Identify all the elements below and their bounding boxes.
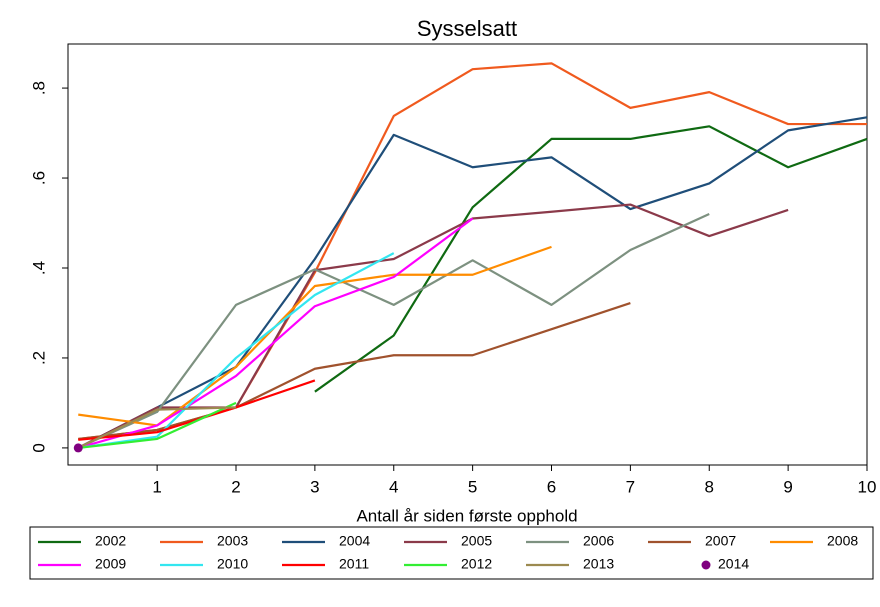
y-tick-label: .2 xyxy=(29,351,48,365)
series-line xyxy=(77,213,710,449)
x-tick-label: 4 xyxy=(389,477,398,496)
legend-frame xyxy=(29,526,874,580)
plot-frame xyxy=(67,43,868,466)
x-tick-label: 1 xyxy=(152,477,161,496)
legend-label: 2009 xyxy=(95,556,126,572)
series-line xyxy=(77,406,237,449)
series-line xyxy=(77,217,474,449)
series-line xyxy=(77,203,789,449)
x-tick-label: 8 xyxy=(705,477,714,496)
legend-swatch xyxy=(701,560,711,570)
x-tick-label: 6 xyxy=(547,477,556,496)
legend-label: 2011 xyxy=(339,556,369,572)
legend-label: 2002 xyxy=(95,533,126,549)
series-line xyxy=(314,125,868,393)
series-line xyxy=(78,62,867,441)
x-tick-label: 5 xyxy=(468,477,477,496)
y-tick-label: .8 xyxy=(29,81,48,95)
y-tick-label: 0 xyxy=(29,443,48,452)
legend-label: 2005 xyxy=(461,533,492,549)
x-tick-label: 10 xyxy=(858,477,877,496)
x-axis-label: Antall år siden første opphold xyxy=(356,506,577,525)
legend-label: 2008 xyxy=(827,533,858,549)
series-line xyxy=(78,252,395,449)
legend-label: 2013 xyxy=(583,556,614,572)
y-tick-label: .4 xyxy=(29,261,48,275)
legend-label: 2012 xyxy=(461,556,492,572)
series-line xyxy=(77,116,868,449)
x-tick-label: 2 xyxy=(231,477,240,496)
y-tick-label: .6 xyxy=(29,171,48,185)
x-tick-label: 3 xyxy=(310,477,319,496)
x-tick-label: 7 xyxy=(626,477,635,496)
legend-label: 2010 xyxy=(217,556,248,572)
x-tick-label: 9 xyxy=(783,477,792,496)
series-line xyxy=(78,302,631,441)
legend-label: 2014 xyxy=(718,556,749,572)
legend-label: 2007 xyxy=(705,533,736,549)
chart-title: Sysselsatt xyxy=(417,16,517,41)
series-line xyxy=(78,401,237,450)
legend-label: 2003 xyxy=(217,533,248,549)
legend-label: 2004 xyxy=(339,533,370,549)
data-point xyxy=(73,443,83,453)
legend-label: 2006 xyxy=(583,533,614,549)
